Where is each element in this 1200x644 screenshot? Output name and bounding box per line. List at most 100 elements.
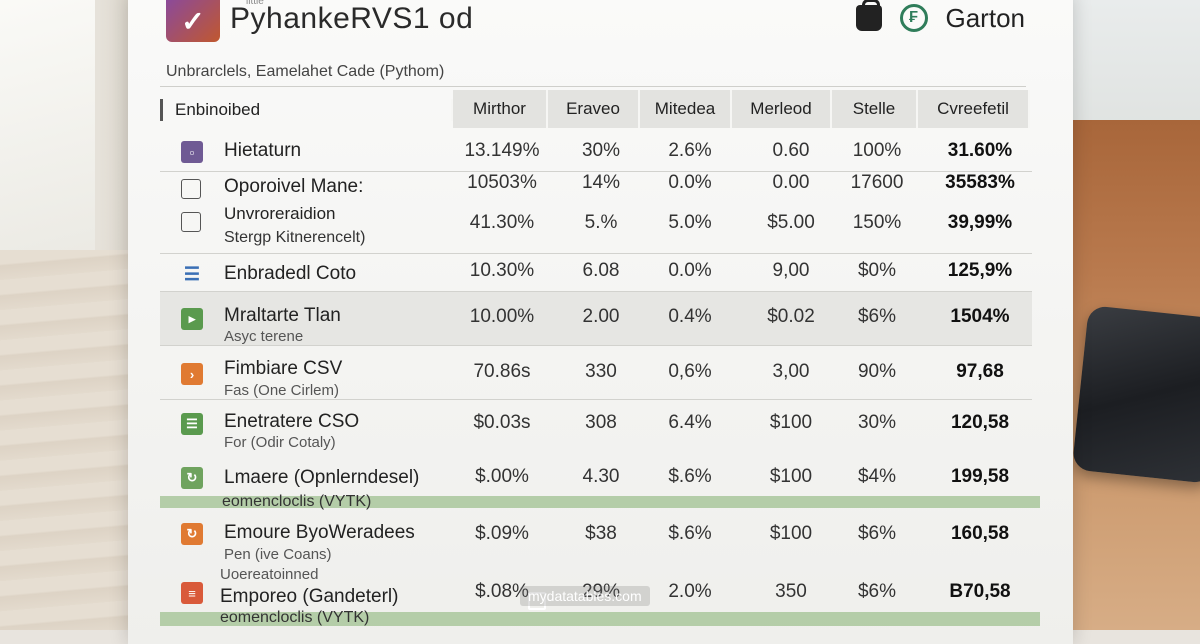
list-icon: ☰ bbox=[183, 263, 201, 284]
row-name: Hietaturn bbox=[224, 140, 302, 161]
highlight-bar bbox=[160, 612, 1040, 626]
column-header: Mirthor bbox=[453, 90, 548, 128]
play-icon: ▸ bbox=[181, 308, 203, 330]
cell-value: 330 bbox=[585, 361, 617, 382]
cell-value: 4.30 bbox=[582, 466, 620, 487]
cell-value: 308 bbox=[585, 412, 617, 433]
row-subtitle: Stergp Kitnerencelt) bbox=[224, 229, 366, 246]
cell-value: 199,58 bbox=[950, 466, 1010, 487]
cell-value: $6% bbox=[857, 306, 897, 327]
row-pretext: Uoereatoinned bbox=[220, 566, 319, 583]
smartphone bbox=[1071, 305, 1200, 484]
cell-value: 10.00% bbox=[469, 306, 535, 327]
cell-value: $0% bbox=[857, 260, 897, 281]
cell-value: 31.60% bbox=[947, 140, 1013, 161]
row-subtitle: Fas (One Cirlem) bbox=[224, 382, 340, 399]
row-name: Emoure ByoWeradees bbox=[224, 522, 415, 543]
cell-value: 70.86s bbox=[473, 361, 531, 382]
cell-value: 5.% bbox=[584, 212, 618, 233]
row-name: Fimbiare CSV bbox=[224, 358, 343, 379]
cell-value: 100% bbox=[852, 140, 902, 161]
cell-value: 125,9% bbox=[947, 260, 1013, 281]
row-subtitle: Asyc terene bbox=[224, 328, 304, 345]
cell-value: 29% bbox=[581, 581, 621, 602]
table-row[interactable]: ▸ Mraltarte Tlan Asyc terene 10.00% 2.00… bbox=[160, 292, 1032, 346]
cell-value: 160,58 bbox=[950, 523, 1010, 544]
cell-value: 10.30% bbox=[469, 260, 535, 281]
cell-value: 1504% bbox=[950, 306, 1010, 327]
column-header: Enbinoibed bbox=[160, 99, 453, 121]
table-row[interactable]: Uoereatoinned ≡ Emporeo (Gandeterl) $.08… bbox=[160, 562, 1032, 612]
cell-value: 120,58 bbox=[950, 412, 1010, 433]
app-title: PyhankeRVS1 od bbox=[230, 2, 474, 35]
header-right: ₣ Garton bbox=[855, 0, 1026, 36]
row-name: Lmaere (Opnlerndesel) bbox=[224, 467, 420, 488]
cell-value: $38 bbox=[585, 523, 617, 544]
row-subtitle: eomencloclis (VYTK) bbox=[220, 609, 370, 626]
table-row[interactable]: Oporoivel Mane: 10503% 14% 0.0% 0.00 176… bbox=[160, 172, 1032, 202]
column-header: Stelle bbox=[832, 90, 918, 128]
table-row[interactable]: ☰ Enetratere CSO For (Odir Cotaly) $0.03… bbox=[160, 400, 1032, 458]
table-row[interactable]: ▫ Hietaturn 13.149% 30% 2.6% 0.60 100% 3… bbox=[160, 130, 1032, 172]
cell-value: 6.08 bbox=[582, 260, 620, 281]
cell-value: 97,68 bbox=[956, 361, 1004, 382]
cell-value: 39,99% bbox=[947, 212, 1013, 233]
brand-icon: ₣ bbox=[899, 4, 928, 32]
cell-value: 90% bbox=[857, 361, 897, 382]
table-row[interactable]: Unvroreraidion Stergp Kitnerencelt) 41.3… bbox=[160, 202, 1032, 254]
brand-name: Garton bbox=[945, 2, 1026, 33]
column-header: Mitedea bbox=[640, 90, 732, 128]
cell-value: $.00% bbox=[475, 466, 529, 487]
cell-value: $0.02 bbox=[767, 306, 815, 327]
cell-value: 13.149% bbox=[464, 140, 540, 161]
code-icon: › bbox=[181, 363, 203, 385]
table-row[interactable]: ↻ Emoure ByoWeradees Pen (ive Coans) $.0… bbox=[160, 514, 1032, 563]
column-header: Cvreefetil bbox=[918, 90, 1030, 128]
cell-value: $100 bbox=[769, 412, 813, 433]
cell-value: $.09% bbox=[475, 523, 529, 544]
cell-value: 9,00 bbox=[772, 260, 810, 281]
table-row[interactable]: › Fimbiare CSV Fas (One Cirlem) 70.86s 3… bbox=[160, 346, 1032, 400]
column-header: Merleod bbox=[732, 90, 832, 128]
row-name: Oporoivel Mane: bbox=[224, 176, 364, 197]
cell-value: $.6% bbox=[668, 523, 712, 544]
cell-value: $0.03s bbox=[473, 412, 531, 433]
cell-value: 0.60 bbox=[772, 140, 810, 161]
checkbox-icon[interactable] bbox=[181, 212, 201, 232]
row-name: Enbradedl Coto bbox=[224, 263, 357, 284]
cell-value: 41.30% bbox=[469, 212, 535, 233]
cell-value: 30% bbox=[581, 140, 621, 161]
app-title-overline: ilttle bbox=[246, 0, 264, 7]
row-name: Mraltarte Tlan bbox=[224, 305, 341, 326]
cell-value: 0,6% bbox=[668, 361, 712, 382]
table-row[interactable]: ☰ Enbradedl Coto 10.30% 6.08 0.0% 9,00 $… bbox=[160, 254, 1032, 292]
highlight-bar bbox=[160, 496, 1040, 508]
cell-value: 2.00 bbox=[582, 306, 620, 327]
cell-value: $.6% bbox=[668, 466, 712, 487]
chart-icon: ≡ bbox=[181, 582, 203, 604]
cell-value: 0.00 bbox=[772, 172, 810, 193]
shopping-bag-icon[interactable] bbox=[855, 0, 882, 31]
cell-value: 30% bbox=[857, 412, 897, 433]
list-icon: ☰ bbox=[181, 413, 203, 435]
background-window-light bbox=[0, 0, 95, 250]
cell-value: $5.00 bbox=[767, 212, 815, 233]
refresh-icon: ↻ bbox=[181, 523, 203, 545]
logo-check-icon: ✓ bbox=[166, 0, 220, 42]
background-table-surface bbox=[0, 250, 140, 630]
cell-value: 35583% bbox=[945, 172, 1015, 193]
cell-value: 10503% bbox=[467, 172, 537, 193]
row-name: Unvroreraidion bbox=[224, 204, 336, 223]
page-subtitle: Unbrarclels, Eamelahet Cade (Pythom) bbox=[166, 63, 445, 80]
cell-value: B70,58 bbox=[949, 581, 1011, 602]
column-header: Eraveo bbox=[548, 90, 640, 128]
table-row[interactable]: ↻ Lmaere (Opnlerndesel) $.00% 4.30 $.6% … bbox=[160, 458, 1032, 496]
cell-value: $6% bbox=[857, 581, 897, 602]
cell-value: 0.4% bbox=[668, 306, 712, 327]
cell-value: $4% bbox=[857, 466, 897, 487]
cell-value: $100 bbox=[769, 466, 813, 487]
cell-value: 2.0% bbox=[668, 581, 712, 602]
row-name: Emporeo (Gandeterl) bbox=[220, 586, 399, 607]
checkbox-icon[interactable] bbox=[181, 179, 201, 199]
row-subtitle: For (Odir Cotaly) bbox=[224, 434, 336, 451]
